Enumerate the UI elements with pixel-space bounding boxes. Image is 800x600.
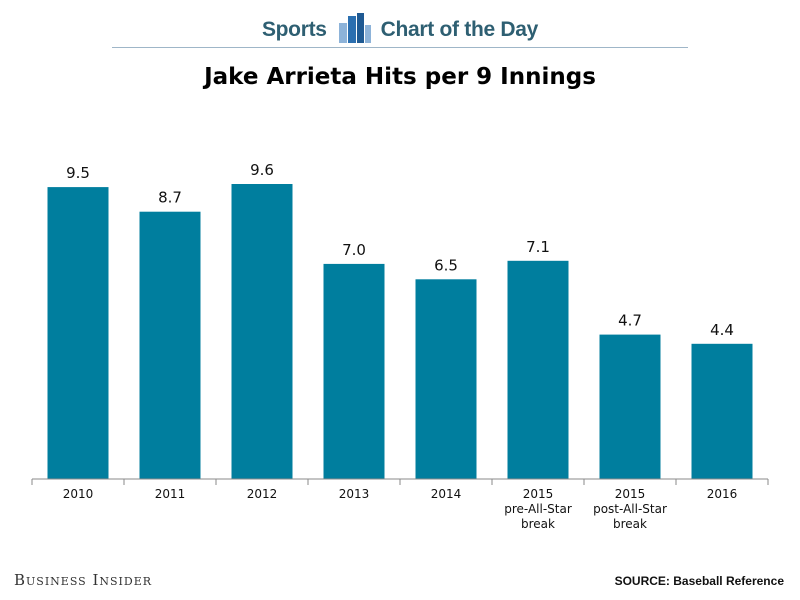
- header: Sports Chart of the Day: [0, 10, 800, 50]
- x-tick-label: 2015 pre-All-Star break: [504, 487, 572, 531]
- bar-7: [691, 343, 753, 479]
- bar-value-label: 7.0: [342, 241, 366, 259]
- x-tick-label: 2013: [339, 487, 370, 501]
- header-sports-label: Sports: [261, 18, 327, 41]
- x-tick-label: 2016: [707, 487, 738, 501]
- x-tick-label: 2015 post-All-Star break: [593, 487, 667, 531]
- bar-value-label: 9.6: [250, 161, 274, 179]
- x-tick-label: 2011: [155, 487, 186, 501]
- source-note: SOURCE: Baseball Reference: [614, 574, 784, 588]
- bar-6: [599, 334, 661, 479]
- bar-value-label: 4.4: [710, 321, 734, 339]
- header-divider: [112, 47, 688, 48]
- publisher-logo: Business Insider: [14, 571, 153, 589]
- bar-value-label: 8.7: [158, 189, 182, 207]
- bar-value-label: 6.5: [434, 256, 458, 274]
- x-tick-label: 2012: [247, 487, 278, 501]
- x-tick-label: 2014: [431, 487, 462, 501]
- bar-0: [47, 187, 109, 479]
- bar-chart-logo-icon: [338, 13, 371, 43]
- bar-3: [323, 263, 385, 479]
- bar-2: [231, 184, 293, 479]
- x-tick-label: 2010: [63, 487, 94, 501]
- bar-1: [139, 211, 201, 479]
- bar-value-label: 9.5: [66, 164, 90, 182]
- bar-4: [415, 279, 477, 479]
- header-chart-of-the-day-label: Chart of the Day: [380, 18, 539, 41]
- chart-title: Jake Arrieta Hits per 9 Innings: [204, 64, 596, 90]
- bar-5: [507, 260, 569, 479]
- bar-value-label: 4.7: [618, 312, 642, 330]
- bar-value-label: 7.1: [526, 238, 550, 256]
